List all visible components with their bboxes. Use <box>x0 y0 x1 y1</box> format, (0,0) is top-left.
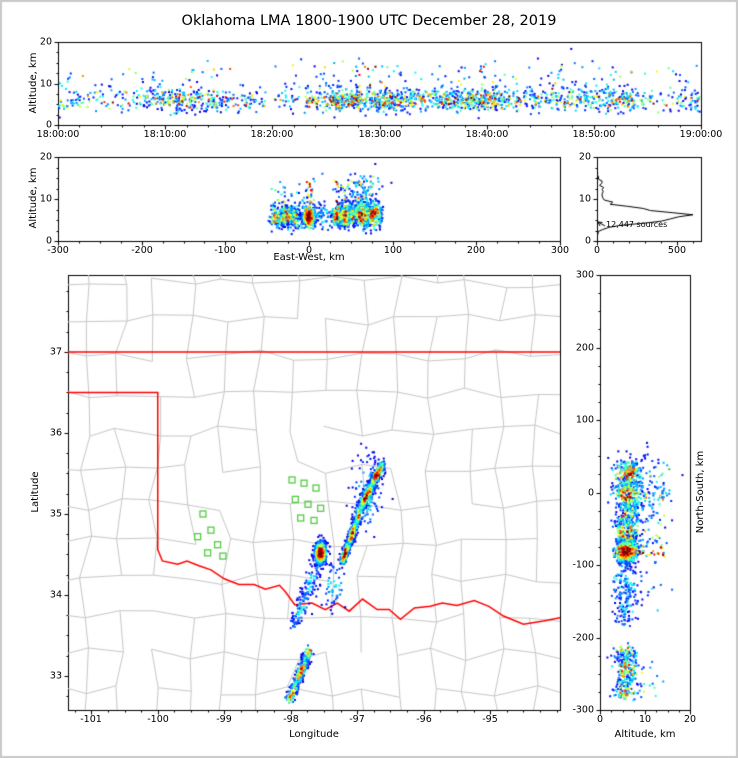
north-south-xlabel: Altitude, km <box>614 729 676 740</box>
time-height-ylabel: Altitude, km <box>28 52 39 114</box>
map-ylabel: Latitude <box>30 471 41 513</box>
east-west-xlabel: East-West, km <box>273 252 345 263</box>
east-west-ylabel: Altitude, km <box>28 167 39 229</box>
map-xlabel: Longitude <box>289 729 339 740</box>
source-count-annotation: 12,447 sources <box>606 220 668 229</box>
north-south-ylabel: North-South, km <box>695 450 706 534</box>
page-title: Oklahoma LMA 1800-1900 UTC December 28, … <box>181 13 557 29</box>
